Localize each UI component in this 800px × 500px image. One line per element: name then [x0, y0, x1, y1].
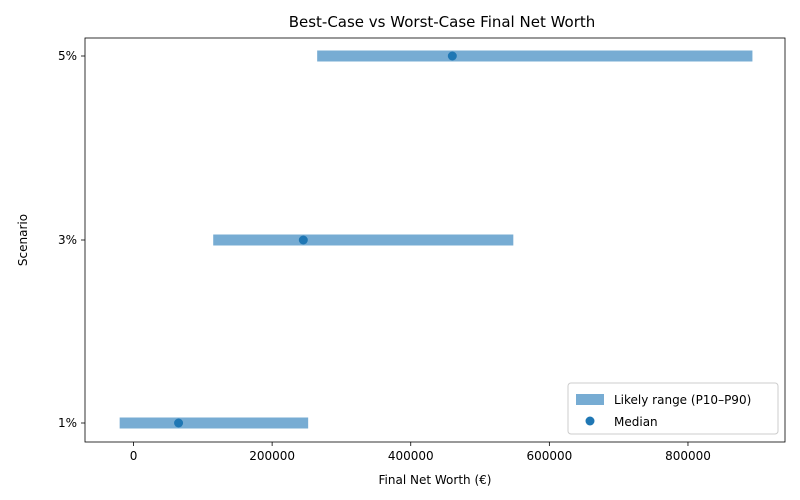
legend-median-marker [585, 416, 595, 426]
x-axis-label: Final Net Worth (€) [379, 473, 492, 487]
y-tick-label: 5% [58, 49, 77, 63]
x-tick-label: 600000 [526, 449, 572, 463]
median-point-5pct [447, 51, 457, 61]
median-points [174, 51, 457, 428]
range-bars [119, 50, 753, 429]
legend-range-label: Likely range (P10–P90) [614, 393, 751, 407]
median-point-1pct [174, 418, 184, 428]
legend-frame [567, 382, 779, 435]
y-axis-label: Scenario [16, 214, 30, 266]
range-bar-1pct [119, 417, 309, 429]
chart-title: Best-Case vs Worst-Case Final Net Worth [289, 13, 596, 31]
y-tick-label: 3% [58, 233, 77, 247]
median-point-3pct [298, 235, 308, 245]
x-tick-label: 800000 [665, 449, 711, 463]
x-tick-label: 400000 [388, 449, 434, 463]
y-tick-label: 1% [58, 416, 77, 430]
x-tick-label: 0 [130, 449, 138, 463]
range-bar-3pct [213, 234, 514, 246]
x-axis-ticks: 0 200000 400000 600000 800000 [130, 442, 711, 463]
x-tick-label: 200000 [249, 449, 295, 463]
y-axis-ticks: 1% 3% 5% [58, 49, 85, 430]
legend-median-label: Median [614, 415, 658, 429]
range-bar-5pct [317, 50, 753, 62]
legend-range-swatch [576, 394, 604, 405]
legend: Likely range (P10–P90) Median [567, 382, 779, 435]
